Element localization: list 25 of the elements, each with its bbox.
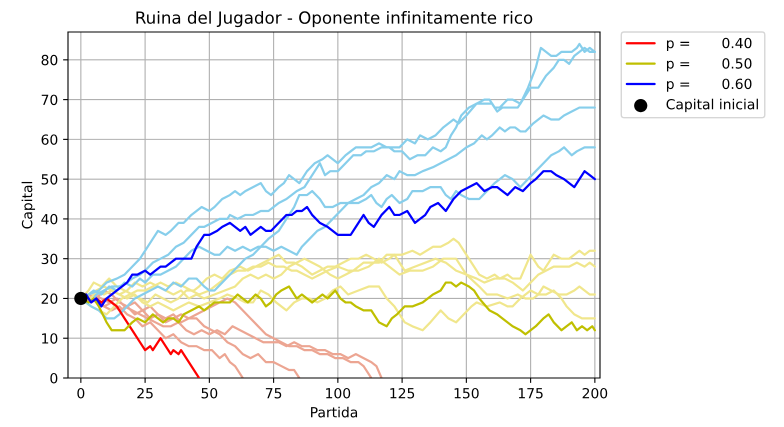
- chart-title: Ruina del Jugador - Oponente infinitamente rico: [136, 11, 532, 28]
- x-tick-label: 25: [137, 388, 153, 398]
- y-tick-label: 0: [50, 372, 58, 384]
- legend-label: p = 0.50: [666, 58, 752, 72]
- x-tick-label: 150: [454, 388, 479, 398]
- y-tick-label: 30: [42, 254, 58, 264]
- y-tick-label: 80: [42, 54, 58, 66]
- y-tick-label: 50: [42, 174, 58, 185]
- y-tick-label: 20: [42, 293, 58, 304]
- x-tick-label: 75: [266, 388, 282, 398]
- y-tick-label: 10: [42, 333, 58, 344]
- y-axis-title: Capital: [22, 182, 36, 229]
- x-tick-label: 200: [582, 388, 608, 398]
- y-tick-label: 70: [42, 94, 58, 106]
- y-tick-label: 40: [41, 214, 58, 224]
- legend-label: Capital inicial: [666, 98, 758, 112]
- x-tick-label: 125: [390, 388, 414, 398]
- y-tick-label: 60: [42, 134, 58, 145]
- x-tick-label: 50: [202, 388, 218, 398]
- x-tick-label: 0: [77, 388, 84, 398]
- x-tick-label: 175: [518, 388, 543, 398]
- legend-label: p = 0.40: [666, 38, 752, 51]
- legend-label: p = 0.60: [666, 78, 752, 92]
- x-axis-title: Partida: [311, 406, 358, 418]
- x-tick-label: 100: [326, 388, 350, 398]
